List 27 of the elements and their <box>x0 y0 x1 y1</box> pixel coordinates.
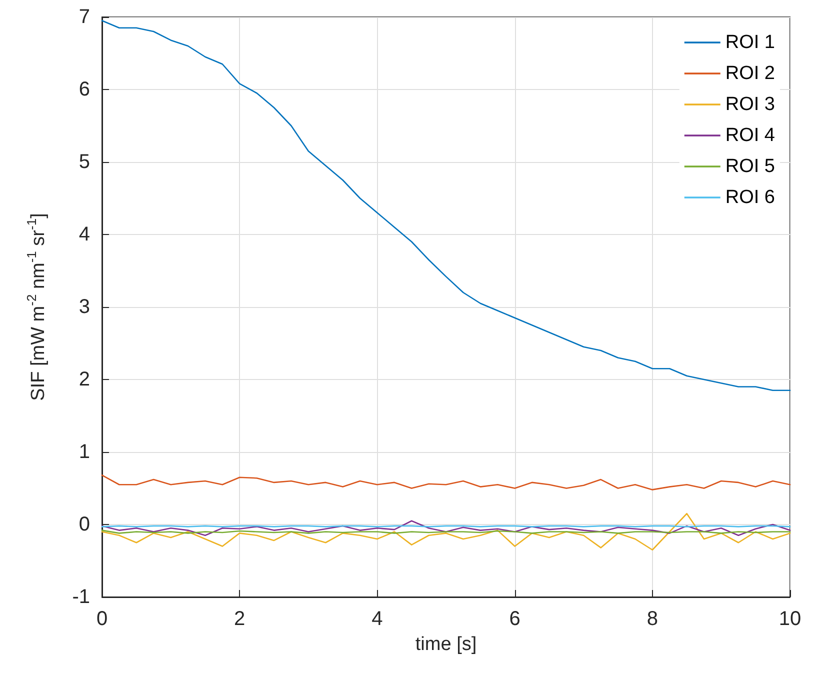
line-series <box>101 512 791 551</box>
legend-label: ROI 4 <box>725 125 776 146</box>
y-tick-label: 4 <box>78 224 90 246</box>
x-axis-title: time [s] <box>415 634 477 655</box>
x-tick-label: 10 <box>778 608 802 630</box>
legend-label: ROI 2 <box>725 63 775 84</box>
y-tick-label: 5 <box>78 151 90 173</box>
y-tick-label: -1 <box>72 586 90 608</box>
legend-label: ROI 1 <box>725 32 775 53</box>
x-tick-label: 6 <box>509 608 520 630</box>
line-series <box>101 474 791 490</box>
y-tick-label: 3 <box>78 296 90 318</box>
x-tick-label: 8 <box>646 608 658 630</box>
legend-label: ROI 5 <box>725 156 775 177</box>
legend-label: ROI 6 <box>725 187 775 208</box>
line-series <box>101 20 791 392</box>
line-series <box>101 520 791 536</box>
x-tick-label: 0 <box>96 608 108 630</box>
y-axis-title: SIF [mW m-2 nm-1 sr-1] <box>24 213 49 401</box>
y-tick-label: 0 <box>78 514 90 536</box>
y-tick-label: 2 <box>78 368 90 390</box>
y-tick-label: 1 <box>78 441 90 463</box>
legend-label: ROI 3 <box>725 94 775 115</box>
x-tick-label: 4 <box>372 608 383 630</box>
x-tick-label: 2 <box>234 608 246 630</box>
y-tick-label: 6 <box>78 78 90 100</box>
y-tick-label: 7 <box>78 6 90 28</box>
